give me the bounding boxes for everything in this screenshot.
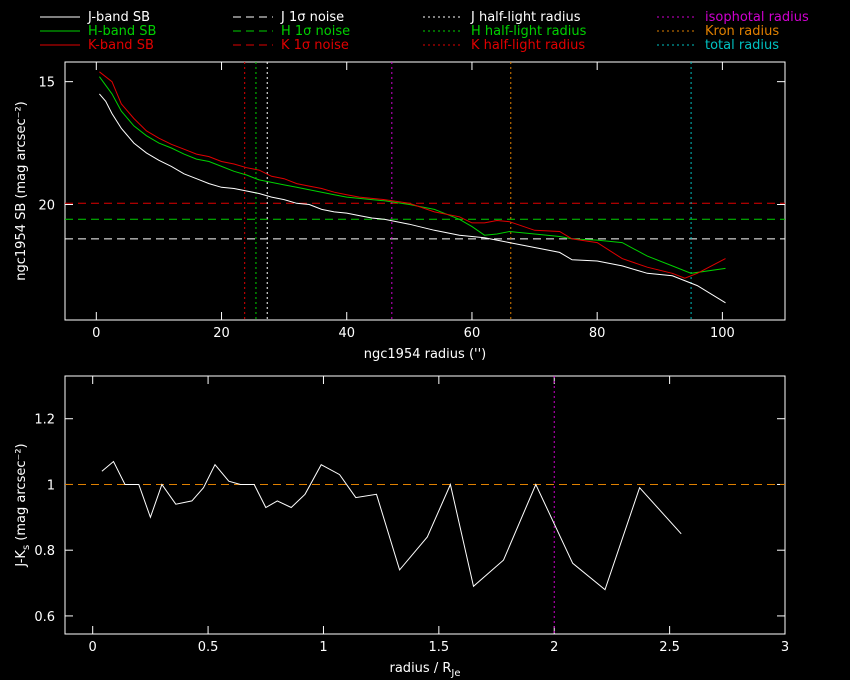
bottom-xtick-label: 2 [550,640,558,655]
legend-label-j-half-light-radius: J half-light radius [470,10,581,25]
legend-label-j-1-noise: J 1σ noise [280,10,344,25]
legend-label-h-1-noise: H 1σ noise [281,24,350,39]
bottom-ytick-label: 0.6 [34,610,55,625]
top-xtick-label: 40 [338,326,355,341]
top-xtick-label: 100 [710,326,735,341]
bottom-series-j-k [101,460,682,591]
legend-label-total-radius: total radius [705,38,779,53]
legend-label-k-1-noise: K 1σ noise [281,38,349,53]
bottom-ytick-label: 1 [47,478,55,493]
top-series-k-band-sb [99,71,726,279]
top-series-h-band-sb [98,76,726,274]
top-plot-area [65,62,785,320]
bottom-xtick-label: 0.5 [198,640,219,655]
top-series-j-band-sb [99,93,726,304]
bottom-xtick-label: 3 [781,640,789,655]
top-xtick-label: 20 [213,326,230,341]
legend-label-isophotal-radius: isophotal radius [705,10,809,25]
bottom-xtick-label: 1.5 [429,640,450,655]
bottom-ytick-label: 1.2 [34,413,55,428]
bottom-plot-area [65,376,785,634]
top-xtick-label: 0 [92,326,100,341]
bottom-xlabel: radius / RJe [390,661,461,679]
top-ytick-label: 20 [38,199,55,214]
bottom-frame [64,375,786,635]
bottom-ylabel: J-Ks (mag arcsec⁻²) [14,443,32,567]
top-xlabel: ngc1954 radius ('') [364,347,486,362]
top-xtick-label: 80 [589,326,606,341]
legend-label-j-band-sb: J-band SB [87,10,150,25]
top-xtick-label: 60 [464,326,481,341]
bottom-ytick-label: 0.8 [34,544,55,559]
legend-label-h-band-sb: H-band SB [88,24,156,39]
bottom-xtick-label: 2.5 [659,640,680,655]
top-ylabel: ngc1954 SB (mag arcsec⁻²) [14,101,29,280]
surface-brightness-panel: 0 20 40 60 80 100 15 20 ngc1954 radius ('') ngc19… [14,61,786,362]
legend-label-kron-radius: Kron radius [705,24,779,39]
legend-label-k-half-light-radius: K half-light radius [471,38,585,53]
bottom-xtick-label: 0 [89,640,97,655]
color-profile-panel: 0 0.5 1 1.5 2 2.5 3 0.6 0.8 1 1.2 radius / RJe J-Ks … [14,375,789,679]
legend-label-k-band-sb: K-band SB [88,38,154,53]
top-frame [64,61,786,321]
top-ytick-label: 15 [38,76,55,91]
bottom-xtick-label: 1 [319,640,327,655]
legend-label-h-half-light-radius: H half-light radius [471,24,587,39]
